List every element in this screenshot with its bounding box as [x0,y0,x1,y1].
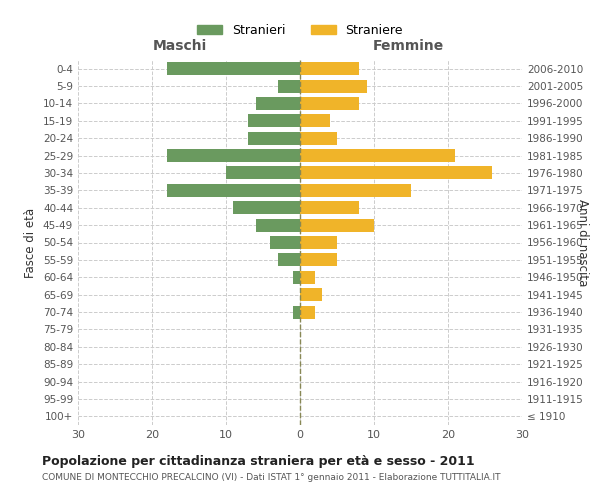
Bar [248,114,300,128]
Bar [233,201,300,214]
Bar [300,306,315,318]
Bar [293,306,300,318]
Text: Femmine: Femmine [373,38,443,52]
Bar [167,62,300,75]
Bar [278,254,300,266]
Bar [300,288,322,301]
Bar [293,270,300,284]
Y-axis label: Fasce di età: Fasce di età [25,208,37,278]
Bar [300,132,337,144]
Bar [271,236,300,249]
Bar [226,166,300,179]
Text: Maschi: Maschi [153,38,207,52]
Bar [256,97,300,110]
Bar [300,201,359,214]
Bar [300,149,455,162]
Bar [167,149,300,162]
Bar [300,114,329,128]
Bar [300,236,337,249]
Text: COMUNE DI MONTECCHIO PRECALCINO (VI) - Dati ISTAT 1° gennaio 2011 - Elaborazione: COMUNE DI MONTECCHIO PRECALCINO (VI) - D… [42,472,500,482]
Text: Popolazione per cittadinanza straniera per età e sesso - 2011: Popolazione per cittadinanza straniera p… [42,455,475,468]
Bar [256,218,300,232]
Y-axis label: Anni di nascita: Anni di nascita [576,199,589,286]
Bar [300,97,359,110]
Bar [278,80,300,92]
Bar [300,218,374,232]
Bar [300,184,411,197]
Bar [300,270,315,284]
Bar [300,80,367,92]
Bar [300,254,337,266]
Bar [248,132,300,144]
Legend: Stranieri, Straniere: Stranieri, Straniere [192,19,408,42]
Bar [167,184,300,197]
Bar [300,62,359,75]
Bar [300,166,493,179]
